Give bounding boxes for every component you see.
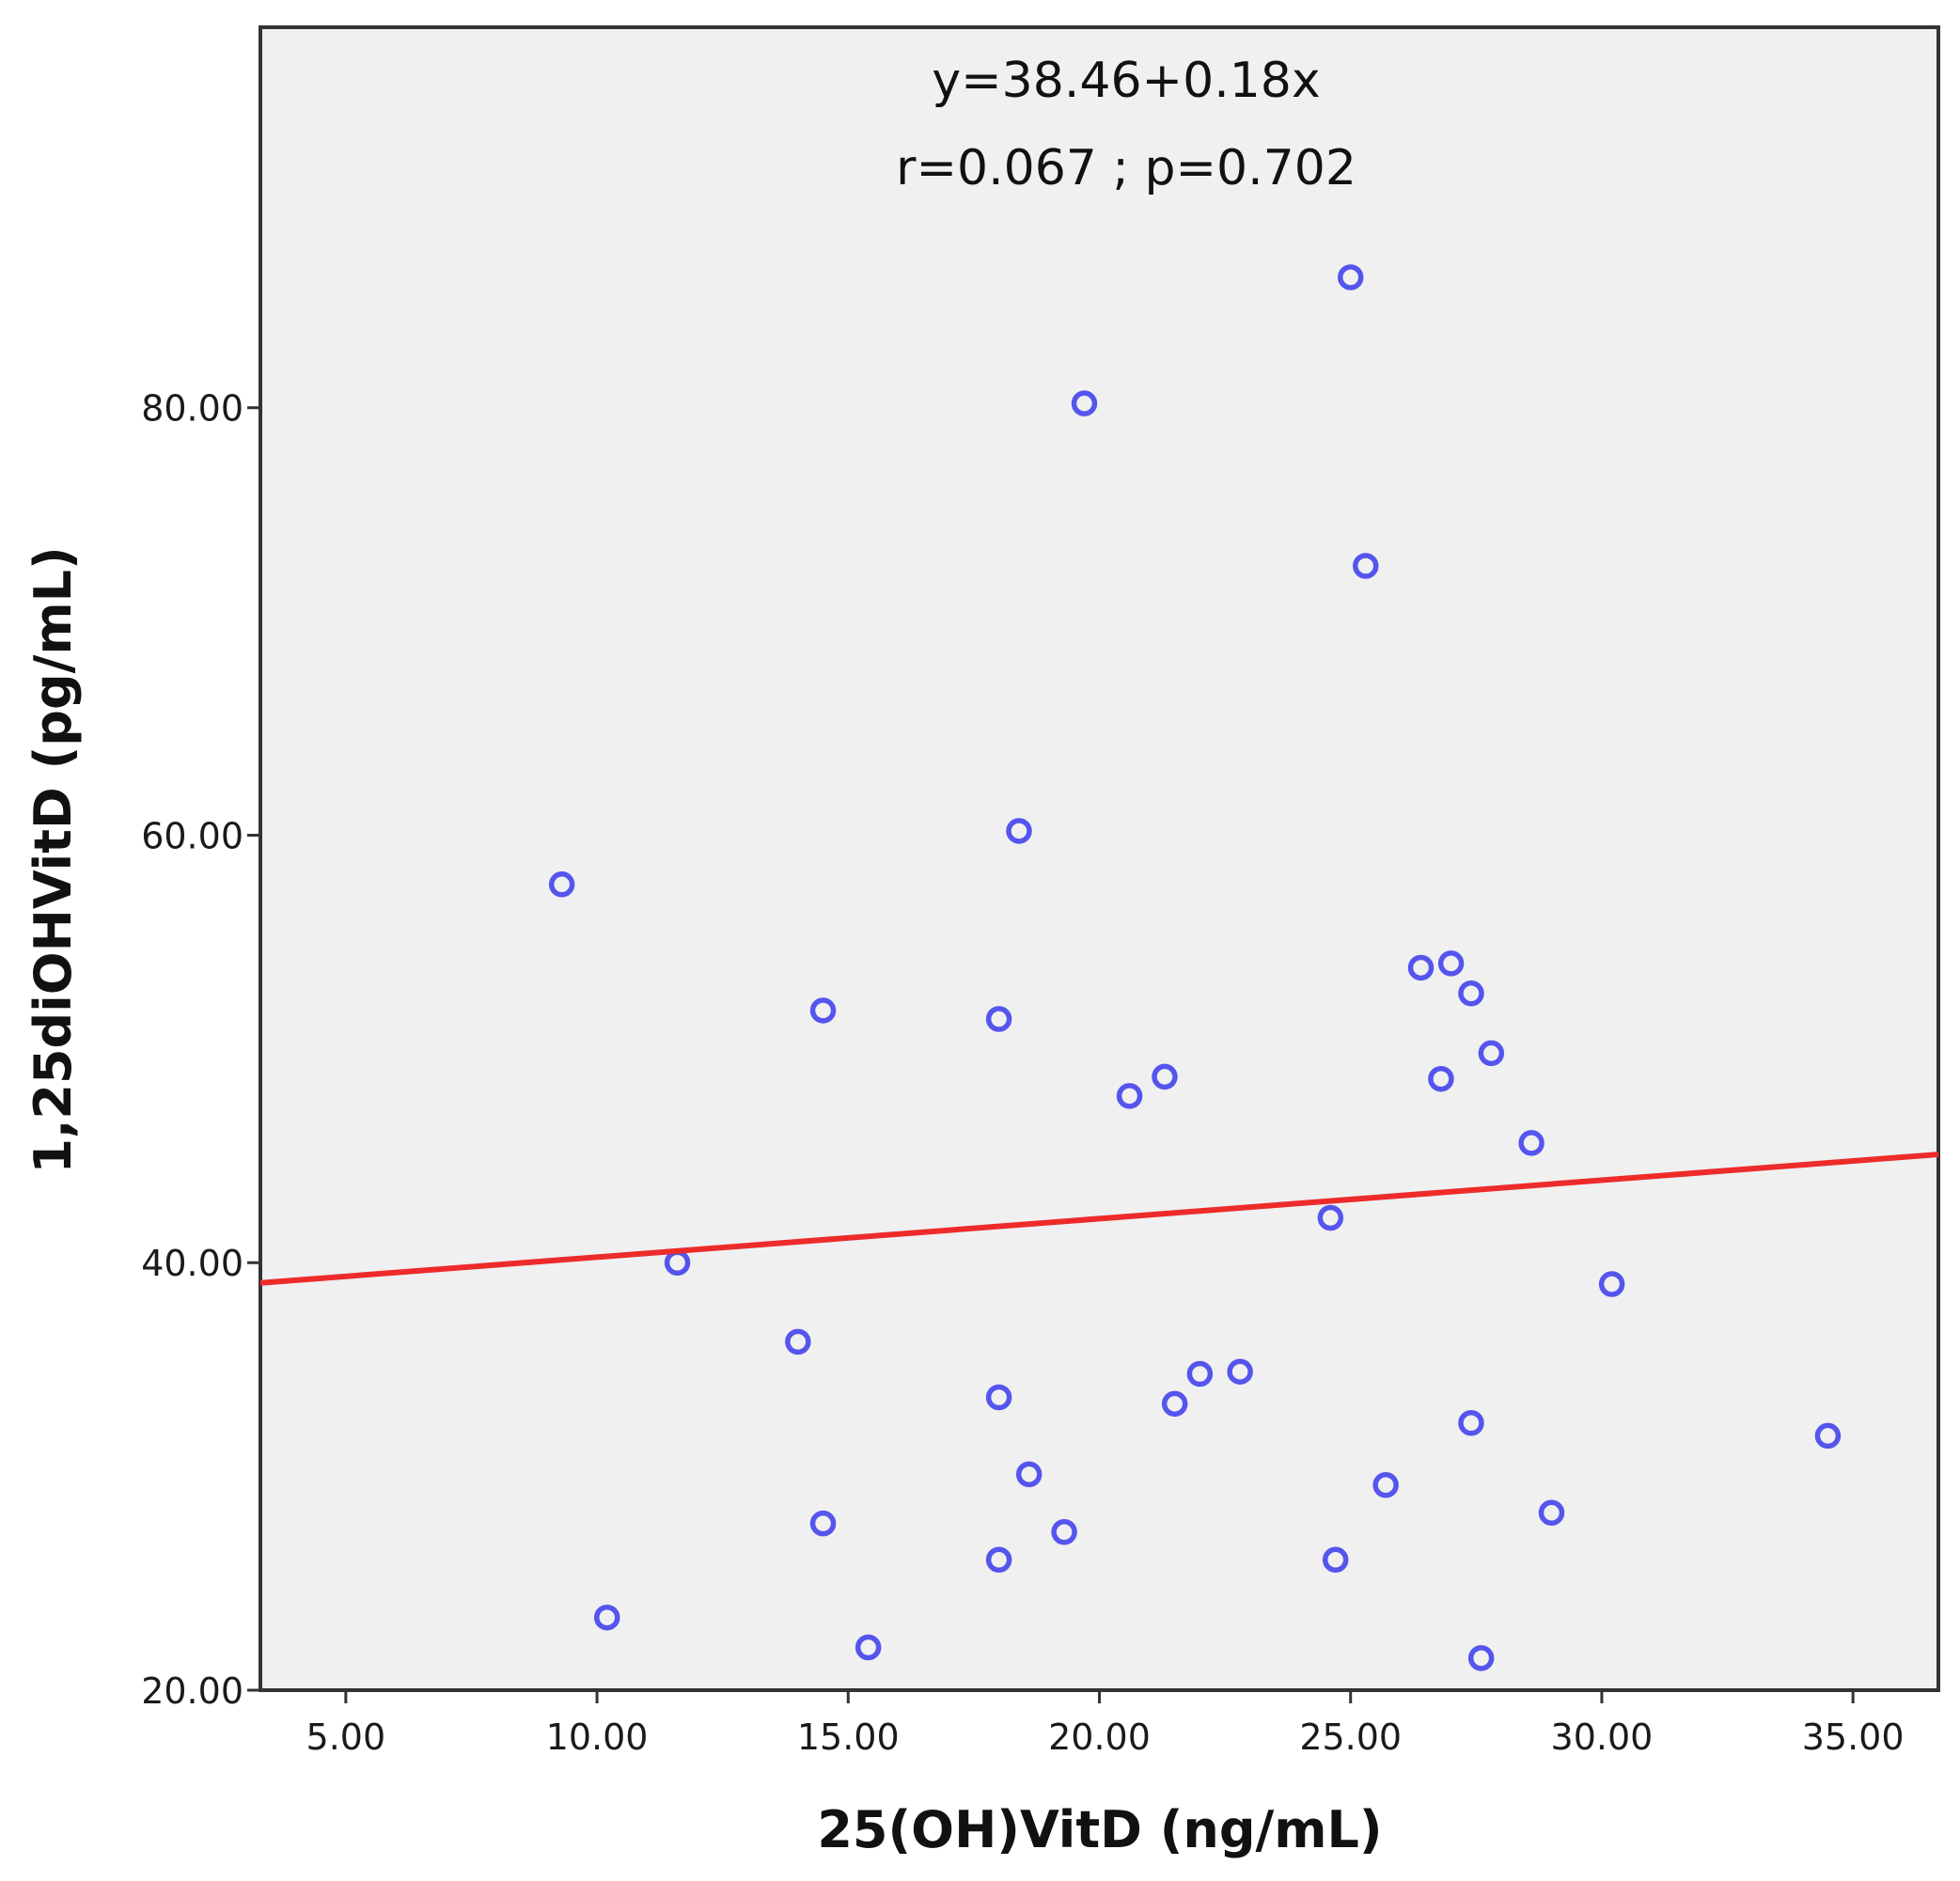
x-tick-label: 15.00 xyxy=(797,1716,900,1758)
x-tick-label: 10.00 xyxy=(546,1716,649,1758)
data-point xyxy=(1372,1471,1399,1498)
data-point xyxy=(785,1328,811,1356)
data-point xyxy=(1598,1271,1625,1297)
y-tick-label: 40.00 xyxy=(141,1243,243,1284)
data-point xyxy=(1051,1518,1077,1545)
data-point xyxy=(855,1634,882,1661)
equation-annotation: y=38.46+0.18x xyxy=(932,53,1320,109)
axis-ticks: 5.00 10.00 15.00 20.00 25.00 30.00 35.00 20.00 4… xyxy=(141,388,1904,1758)
data-point xyxy=(1518,1130,1544,1156)
data-point xyxy=(1458,980,1484,1007)
data-point xyxy=(809,1510,837,1537)
x-tick-label: 5.00 xyxy=(306,1716,386,1758)
data-point xyxy=(1227,1358,1253,1385)
data-point xyxy=(1437,950,1465,977)
data-point xyxy=(1161,1390,1188,1418)
data-point xyxy=(1538,1499,1565,1527)
data-point xyxy=(985,1384,1012,1411)
data-point xyxy=(1071,390,1098,416)
data-point xyxy=(1458,1410,1484,1436)
data-point xyxy=(594,1604,620,1631)
plot-area xyxy=(259,25,1940,1692)
data-point xyxy=(1478,1040,1505,1067)
data-point xyxy=(1407,954,1435,981)
stats-annotation: r=0.067 ; p=0.702 xyxy=(896,140,1356,196)
x-tick-label: 25.00 xyxy=(1299,1716,1402,1758)
x-axis-title: 25(OH)VitD (ng/mL) xyxy=(817,1800,1382,1859)
regression-line xyxy=(259,1152,1939,1286)
x-tick-label: 20.00 xyxy=(1048,1716,1151,1758)
y-tick-label: 20.00 xyxy=(141,1670,243,1712)
x-tick-label: 30.00 xyxy=(1551,1716,1654,1758)
y-tick-label: 60.00 xyxy=(141,815,243,856)
data-point xyxy=(1015,1461,1043,1488)
data-point xyxy=(1116,1083,1143,1109)
x-tick-label: 35.00 xyxy=(1802,1716,1905,1758)
data-point xyxy=(1428,1065,1454,1092)
data-points xyxy=(548,264,1842,1671)
data-point xyxy=(1337,264,1364,290)
data-point xyxy=(985,1006,1012,1032)
data-point xyxy=(548,871,575,898)
y-axis-title: 1,25diOHVitD (pg/mL) xyxy=(24,546,83,1173)
data-point xyxy=(985,1546,1012,1574)
data-point xyxy=(1186,1360,1214,1387)
data-point xyxy=(1467,1645,1495,1671)
data-point xyxy=(1152,1063,1178,1090)
data-point xyxy=(809,997,837,1024)
y-tick-label: 80.00 xyxy=(141,388,243,430)
data-point xyxy=(1814,1422,1842,1450)
data-point xyxy=(1317,1204,1344,1231)
data-point xyxy=(1322,1546,1349,1574)
data-point xyxy=(1352,553,1379,579)
data-point xyxy=(1006,818,1032,844)
